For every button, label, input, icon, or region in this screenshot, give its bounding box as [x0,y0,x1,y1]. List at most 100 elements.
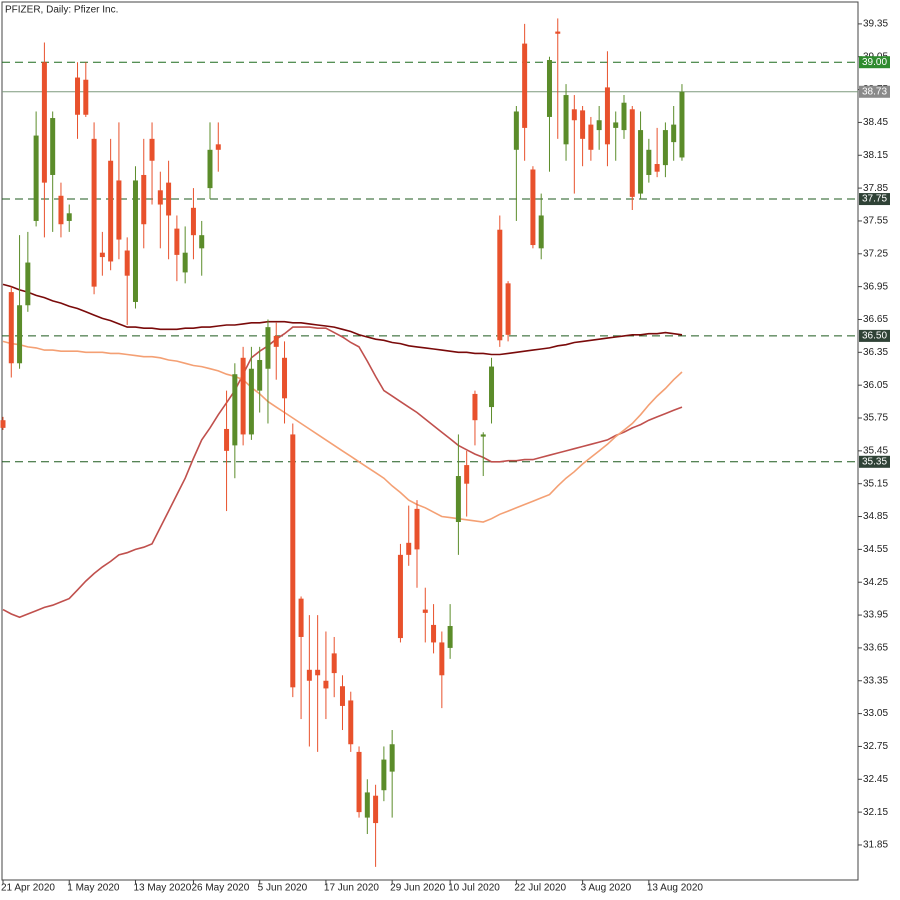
y-tick-label: 35.75 [863,413,888,424]
y-tick-label: 33.35 [863,675,888,686]
y-tick-label: 36.65 [863,314,888,325]
level-label: 35.35 [862,456,887,467]
candle-body [629,109,635,197]
x-tick-label: 17 Jun 2020 [324,883,379,894]
candle-body [472,393,478,421]
plot-frame [1,1,859,881]
level-box [859,329,890,342]
y-tick-label: 38.15 [863,150,888,161]
candle-body [290,434,296,688]
candle-body [464,465,470,484]
candle-body [91,138,97,287]
level-box [859,455,890,468]
candle-body [215,144,221,150]
candle-body [621,102,627,131]
candle-body [381,759,387,791]
candle-body [563,95,569,145]
candle-body [124,250,130,276]
candle-body [389,744,395,772]
candle-body [323,680,329,689]
y-tick-label: 35.45 [863,445,888,456]
candle-body [638,130,644,194]
candle-body [431,624,437,643]
candle-body [166,182,172,216]
y-tick-label: 31.85 [863,840,888,851]
level-box [859,193,890,206]
x-tick-label: 1 May 2020 [67,883,120,894]
candle-body [83,79,89,115]
level-box [859,85,890,98]
y-tick-label: 34.85 [863,511,888,522]
candle-body [141,174,147,225]
candle-body [248,368,254,435]
level-box [859,56,890,69]
candle-body [555,31,561,34]
candle-body [654,164,660,172]
y-tick-label: 32.75 [863,741,888,752]
candle-body [588,124,594,150]
candle-body [8,292,14,364]
candle-body [199,235,205,249]
candle-body [596,120,602,131]
candle-body [348,700,354,745]
y-tick-label: 37.85 [863,183,888,194]
level-label: 39.00 [862,57,887,68]
y-tick-label: 34.25 [863,577,888,588]
candle-body [58,195,64,225]
candle-body [356,751,362,813]
y-tick-label: 35.15 [863,478,888,489]
x-tick-label: 10 Jul 2020 [448,883,500,894]
moving-average [2,326,683,619]
candle-body [679,91,685,158]
y-tick-label: 36.05 [863,380,888,391]
candle-body [315,669,321,676]
candle-body [489,366,495,408]
candle-body [339,686,345,706]
candle-body [397,554,403,639]
y-tick-label: 33.05 [863,708,888,719]
candle-body [671,124,677,143]
moving-average [2,340,683,523]
candle-body [522,43,528,128]
candle-body [530,169,536,246]
candle-body [17,305,23,364]
candle-body [662,130,668,166]
candle-body [116,180,122,240]
candle-body [282,357,288,399]
candle-body [604,87,610,145]
candle-body [108,160,114,262]
candle-body [25,262,31,306]
chart-title: PFIZER, Daily: Pfizer Inc. [5,5,118,16]
y-tick-label: 38.45 [863,117,888,128]
x-tick-label: 26 May 2020 [191,883,249,894]
candle-body [182,252,188,273]
candle-body [439,642,445,676]
candle-body [240,357,246,435]
level-label: 37.75 [862,194,887,205]
x-tick-label: 13 Aug 2020 [647,883,704,894]
candle-body [0,420,6,428]
candle-body [646,149,652,175]
candle-body [157,190,163,205]
x-tick-label: 22 Jul 2020 [514,883,566,894]
candle-body [406,542,412,555]
moving-average [2,283,683,356]
y-tick-label: 34.55 [863,544,888,555]
candle-body [207,149,213,189]
candle-body [422,609,428,613]
x-tick-label: 21 Apr 2020 [1,883,55,894]
candle-body [373,795,379,824]
candle-body [66,213,72,221]
candle-body [331,653,337,674]
level-label: 36.50 [862,331,887,342]
candle-body [298,598,304,637]
candle-body [480,434,486,437]
candle-body [149,138,155,161]
candle-body [75,77,81,115]
candle-body [505,283,511,335]
candle-body [447,626,453,648]
y-tick-label: 32.15 [863,807,888,818]
candle-body [273,335,279,347]
candle-body [613,122,619,128]
